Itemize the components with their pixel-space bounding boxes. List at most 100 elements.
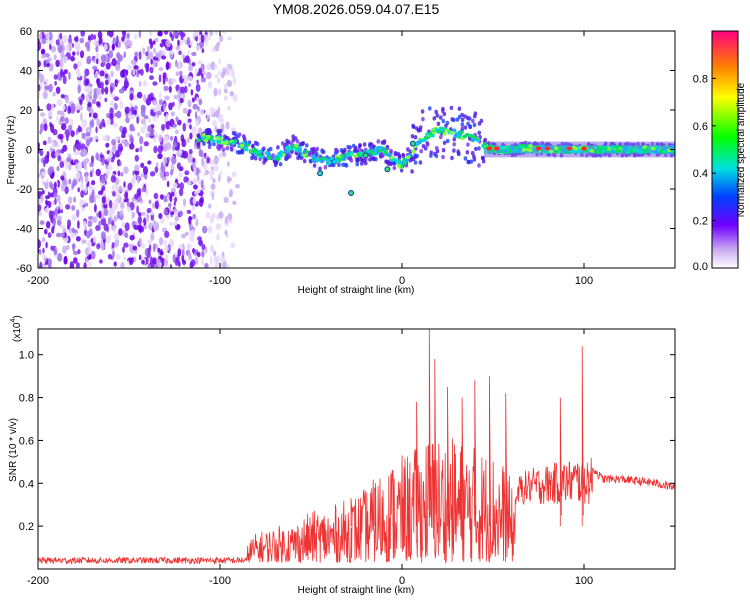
ridge-core	[465, 133, 470, 137]
noise-blob	[143, 94, 147, 103]
colorbar-label: Normalized spectral amplitude	[736, 82, 747, 217]
noise-blob	[149, 75, 154, 81]
noise-blob	[60, 209, 63, 214]
ridge-halo	[466, 142, 470, 147]
ridge-halo	[460, 122, 465, 127]
noise-blob	[120, 201, 125, 210]
noise-blob	[190, 89, 194, 96]
snr-xlabel: Height of straight line (km)	[298, 585, 415, 596]
noise-blob	[104, 79, 109, 86]
noise-blob	[227, 106, 231, 111]
noise-blob	[98, 210, 102, 219]
noise-blob	[182, 38, 188, 44]
noise-blob	[96, 119, 101, 126]
noise-blob	[179, 182, 184, 191]
noise-blob	[188, 83, 191, 88]
ridge-core	[449, 130, 454, 135]
noise-blob	[64, 186, 69, 195]
noise-blob	[81, 132, 85, 139]
noise-blob	[85, 247, 90, 257]
noise-blob	[55, 86, 61, 95]
noise-blob	[100, 175, 106, 184]
ridge-halo	[410, 134, 415, 139]
noise-blob	[175, 71, 180, 77]
noise-blob	[100, 54, 107, 63]
noise-blob	[76, 209, 80, 218]
noise-blob	[225, 264, 230, 268]
noise-blob	[161, 123, 166, 131]
ridge-core	[337, 158, 343, 162]
noise-blob	[192, 197, 197, 205]
noise-blob	[112, 250, 115, 258]
noise-blob	[169, 195, 173, 203]
noise-blob	[194, 144, 197, 150]
noise-blob	[124, 77, 128, 86]
noise-blob	[178, 149, 183, 155]
noise-blob	[175, 116, 179, 123]
noise-blob	[201, 258, 204, 266]
ridge-core	[365, 149, 371, 153]
ridge-core	[549, 149, 554, 154]
ridge-halo	[362, 158, 366, 163]
noise-blob	[205, 71, 212, 80]
noise-blob	[147, 239, 152, 244]
ridge-halo	[428, 106, 432, 111]
noise-blob	[156, 103, 162, 111]
noise-blob	[56, 110, 63, 116]
noise-blob	[102, 135, 108, 142]
noise-blob	[199, 109, 205, 116]
ridge-spot	[362, 152, 369, 159]
noise-blob	[112, 122, 118, 128]
colorbar-tick-label: 0.6	[693, 121, 708, 133]
noise-blob	[113, 199, 119, 207]
noise-blob	[129, 111, 132, 116]
noise-blob	[160, 194, 164, 200]
noise-blob	[62, 178, 68, 188]
noise-blob	[174, 191, 178, 198]
noise-blob	[68, 43, 72, 52]
noise-blob	[96, 58, 99, 65]
ridge-core	[573, 146, 579, 151]
noise-blob	[138, 237, 142, 247]
ridge-halo	[274, 160, 279, 166]
ridge-core	[334, 158, 339, 163]
noise-blob	[66, 224, 70, 230]
noise-blob	[124, 191, 129, 199]
ridge-halo	[413, 160, 418, 165]
noise-blob	[65, 204, 71, 210]
colorbar-tick-label: 0.0	[693, 261, 708, 273]
noise-blob	[147, 117, 152, 123]
noise-blob	[93, 57, 96, 64]
ridge-core	[557, 147, 562, 151]
ridge-halo	[460, 126, 465, 131]
noise-blob	[149, 31, 153, 36]
noise-blob	[157, 145, 163, 154]
noise-blob	[38, 199, 42, 204]
ridge-halo	[444, 123, 448, 128]
noise-blob	[150, 232, 155, 241]
ridge-halo	[463, 114, 467, 119]
ridge-halo	[295, 139, 300, 144]
noise-blob	[163, 103, 166, 112]
noise-blob	[80, 31, 85, 37]
noise-blob	[201, 250, 205, 258]
noise-blob	[134, 154, 139, 162]
ridge-halo	[479, 118, 484, 124]
ridge-halo	[305, 143, 309, 148]
noise-blob	[90, 155, 95, 164]
noise-blob	[45, 195, 50, 200]
ridge-core	[201, 133, 206, 137]
noise-blob	[166, 193, 170, 201]
ridge-halo	[341, 162, 345, 167]
noise-blob	[144, 248, 148, 256]
noise-blob	[169, 264, 173, 268]
noise-blob	[119, 209, 124, 217]
noise-blob	[122, 33, 126, 40]
noise-blob	[147, 263, 151, 268]
noise-blob	[143, 115, 149, 120]
noise-blob	[114, 79, 118, 88]
ridge-core	[284, 150, 289, 154]
noise-blob	[60, 232, 65, 238]
noise-blob	[68, 124, 73, 133]
ridge-halo	[420, 109, 425, 114]
